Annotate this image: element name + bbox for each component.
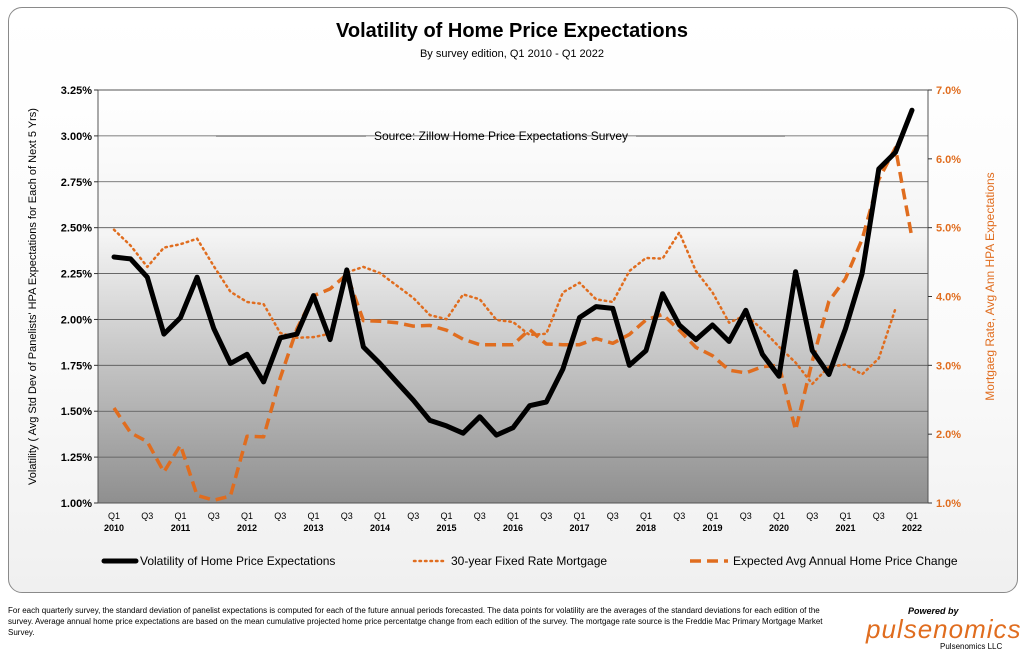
- x-tick-quarter: Q1: [640, 511, 652, 521]
- left-tick-label: 3.00%: [61, 131, 92, 143]
- x-tick-quarter: Q1: [440, 511, 452, 521]
- left-tick-label: 2.50%: [61, 223, 92, 235]
- series-line-solid: [111, 107, 915, 438]
- x-tick-quarter: Q3: [141, 511, 153, 521]
- left-axis: 1.00% 1.25% 1.50% 1.75% 2.00% 2.25% 2.50% 2.75%…: [61, 85, 98, 510]
- x-tick-year: 2013: [303, 523, 323, 533]
- legend-label: Volatility of Home Price Expectations: [140, 554, 335, 568]
- x-tick-quarter: Q1: [307, 511, 319, 521]
- legend-label: Expected Avg Annual Home Price Change: [733, 554, 958, 568]
- right-tick-label: 2.0%: [936, 429, 961, 441]
- gridlines: [98, 135, 928, 458]
- x-tick-quarter: Q3: [208, 511, 220, 521]
- x-tick-quarter: Q3: [806, 511, 818, 521]
- legend: Volatility of Home Price Expectations 30-…: [101, 554, 958, 568]
- right-tick-label: 5.0%: [936, 223, 961, 235]
- x-tick-quarter: Q1: [706, 511, 718, 521]
- footnote: For each quarterly survey, the standard …: [8, 606, 823, 637]
- series-line-dashed: [112, 146, 914, 502]
- x-tick-quarter: Q1: [374, 511, 386, 521]
- x-tick-quarter: Q3: [474, 511, 486, 521]
- x-tick-quarter: Q3: [540, 511, 552, 521]
- left-tick-label: 1.75%: [61, 360, 92, 372]
- x-tick-quarter: Q1: [839, 511, 851, 521]
- left-tick-label: 3.25%: [61, 85, 92, 97]
- right-tick-label: 4.0%: [936, 292, 961, 304]
- x-tick-year: 2021: [835, 523, 855, 533]
- left-axis-title: Volatility ( Avg Std Dev of Panelists' H…: [27, 108, 39, 485]
- left-tick-label: 1.00%: [61, 498, 92, 510]
- x-tick-year: 2016: [503, 523, 523, 533]
- x-tick-quarter: Q3: [740, 511, 752, 521]
- right-tick-label: 7.0%: [936, 85, 961, 97]
- series-lines: [111, 107, 915, 502]
- x-tick-year: 2020: [769, 523, 789, 533]
- left-tick-label: 2.75%: [61, 177, 92, 189]
- x-tick-quarter: Q3: [607, 511, 619, 521]
- x-axis: Q1 2010 Q3 Q1 2011 Q3 Q1 2012 Q3 Q1 2013 Q3 Q1 2014 Q3…: [104, 511, 922, 533]
- right-axis-title: Mortgaeg Rate, Avg Ann HPA Expectations: [983, 172, 997, 400]
- source-note: Source: Zillow Home Price Expectations S…: [216, 129, 785, 143]
- plot-area: [97, 89, 929, 504]
- x-tick-year: 2012: [237, 523, 257, 533]
- left-tick-label: 1.50%: [61, 406, 92, 418]
- left-tick-label: 2.00%: [61, 314, 92, 326]
- x-tick-year: 2014: [370, 523, 390, 533]
- x-tick-quarter: Q1: [174, 511, 186, 521]
- powered-by-label: Powered by: [908, 606, 959, 616]
- chart-title: Volatility of Home Price Expectations: [336, 20, 688, 42]
- brand-block: Powered by pulsenomics Pulsenomics LLC: [850, 606, 1022, 651]
- x-tick-quarter: Q3: [873, 511, 885, 521]
- right-tick-label: 3.0%: [936, 360, 961, 372]
- x-tick-quarter: Q3: [407, 511, 419, 521]
- x-tick-quarter: Q1: [573, 511, 585, 521]
- x-tick-year: 2010: [104, 523, 124, 533]
- right-axis: 1.0% 2.0% 3.0% 4.0% 5.0% 6.0% 7.0%: [928, 85, 961, 510]
- x-tick-quarter: Q3: [673, 511, 685, 521]
- x-tick-year: 2017: [569, 523, 589, 533]
- x-tick-year: 2011: [171, 523, 191, 533]
- legend-label: 30-year Fixed Rate Mortgage: [451, 554, 607, 568]
- chart-subtitle: By survey edition, Q1 2010 - Q1 2022: [419, 48, 605, 60]
- series-line-dotted: [112, 228, 897, 386]
- left-tick-label: 2.25%: [61, 269, 92, 281]
- pulsenomics-logo: pulsenomics: [866, 614, 1022, 644]
- x-tick-quarter: Q1: [241, 511, 253, 521]
- company-name: Pulsenomics LLC: [940, 642, 1003, 651]
- x-tick-quarter: Q1: [906, 511, 918, 521]
- x-tick-quarter: Q1: [108, 511, 120, 521]
- x-tick-quarter: Q1: [773, 511, 785, 521]
- x-tick-quarter: Q3: [274, 511, 286, 521]
- x-tick-quarter: Q3: [341, 511, 353, 521]
- x-tick-year: 2018: [636, 523, 656, 533]
- source-note-text: Source: Zillow Home Price Expectations S…: [374, 129, 628, 143]
- right-tick-label: 6.0%: [936, 154, 961, 166]
- x-tick-quarter: Q1: [507, 511, 519, 521]
- right-tick-label: 1.0%: [936, 498, 961, 510]
- x-tick-year: 2019: [702, 523, 722, 533]
- x-tick-year: 2022: [902, 523, 922, 533]
- line-chart: 1.00% 1.25% 1.50% 1.75% 2.00% 2.25% 2.50% 2.75%…: [27, 85, 997, 568]
- x-tick-year: 2015: [436, 523, 456, 533]
- left-tick-label: 1.25%: [61, 452, 92, 464]
